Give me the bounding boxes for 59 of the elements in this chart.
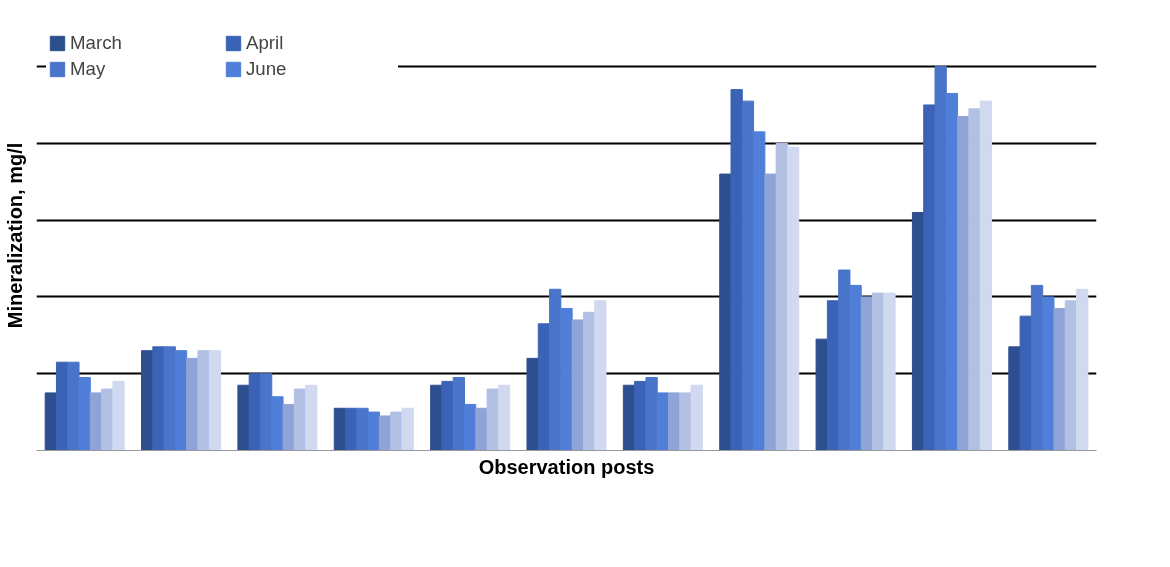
bar (860, 296, 874, 451)
bar (259, 373, 273, 451)
x-axis-title: Observation posts (478, 455, 655, 478)
legend-label: June (246, 58, 288, 80)
bar (163, 346, 176, 451)
bar (197, 350, 210, 451)
bar (237, 384, 250, 451)
bar (390, 411, 403, 451)
bar (67, 361, 80, 451)
bar (112, 380, 125, 451)
bar (101, 388, 114, 451)
bar (497, 384, 511, 451)
bar (968, 108, 981, 451)
bar (1053, 307, 1066, 451)
bar (786, 146, 800, 451)
legend-label: March (70, 32, 123, 54)
bar (815, 338, 828, 451)
bar (1076, 288, 1089, 451)
bar (923, 104, 936, 451)
bar (849, 284, 862, 451)
bar (1019, 315, 1032, 451)
bar (945, 92, 959, 451)
bar (452, 377, 465, 451)
bar (208, 350, 222, 451)
y-axis-title: Mineralization, mg/l (3, 142, 26, 329)
bar (1042, 296, 1055, 451)
bar (741, 100, 755, 451)
bar (753, 131, 766, 451)
bar (526, 357, 539, 451)
bar (356, 407, 369, 451)
bar (979, 100, 992, 451)
bar (305, 384, 318, 451)
bar (764, 173, 777, 451)
bar (441, 380, 454, 451)
bar (293, 388, 307, 451)
bar (668, 392, 681, 451)
bar (282, 403, 295, 451)
bar (730, 89, 743, 451)
bar (401, 407, 414, 451)
bar (838, 269, 851, 451)
bar (719, 173, 732, 451)
bar (271, 396, 284, 451)
bar (934, 66, 947, 451)
bar (594, 300, 607, 451)
bar (1030, 284, 1044, 451)
bar (549, 288, 562, 451)
bar (571, 319, 584, 451)
bar (378, 415, 392, 451)
bar (645, 377, 658, 451)
bar (367, 411, 380, 451)
legend-label: April (246, 32, 285, 54)
bar (174, 350, 188, 451)
bar (78, 377, 91, 451)
legend-label: May (70, 58, 107, 80)
bar (883, 292, 896, 451)
bar (560, 307, 573, 451)
bar (690, 384, 703, 451)
bar (486, 388, 499, 451)
bar (872, 292, 885, 451)
